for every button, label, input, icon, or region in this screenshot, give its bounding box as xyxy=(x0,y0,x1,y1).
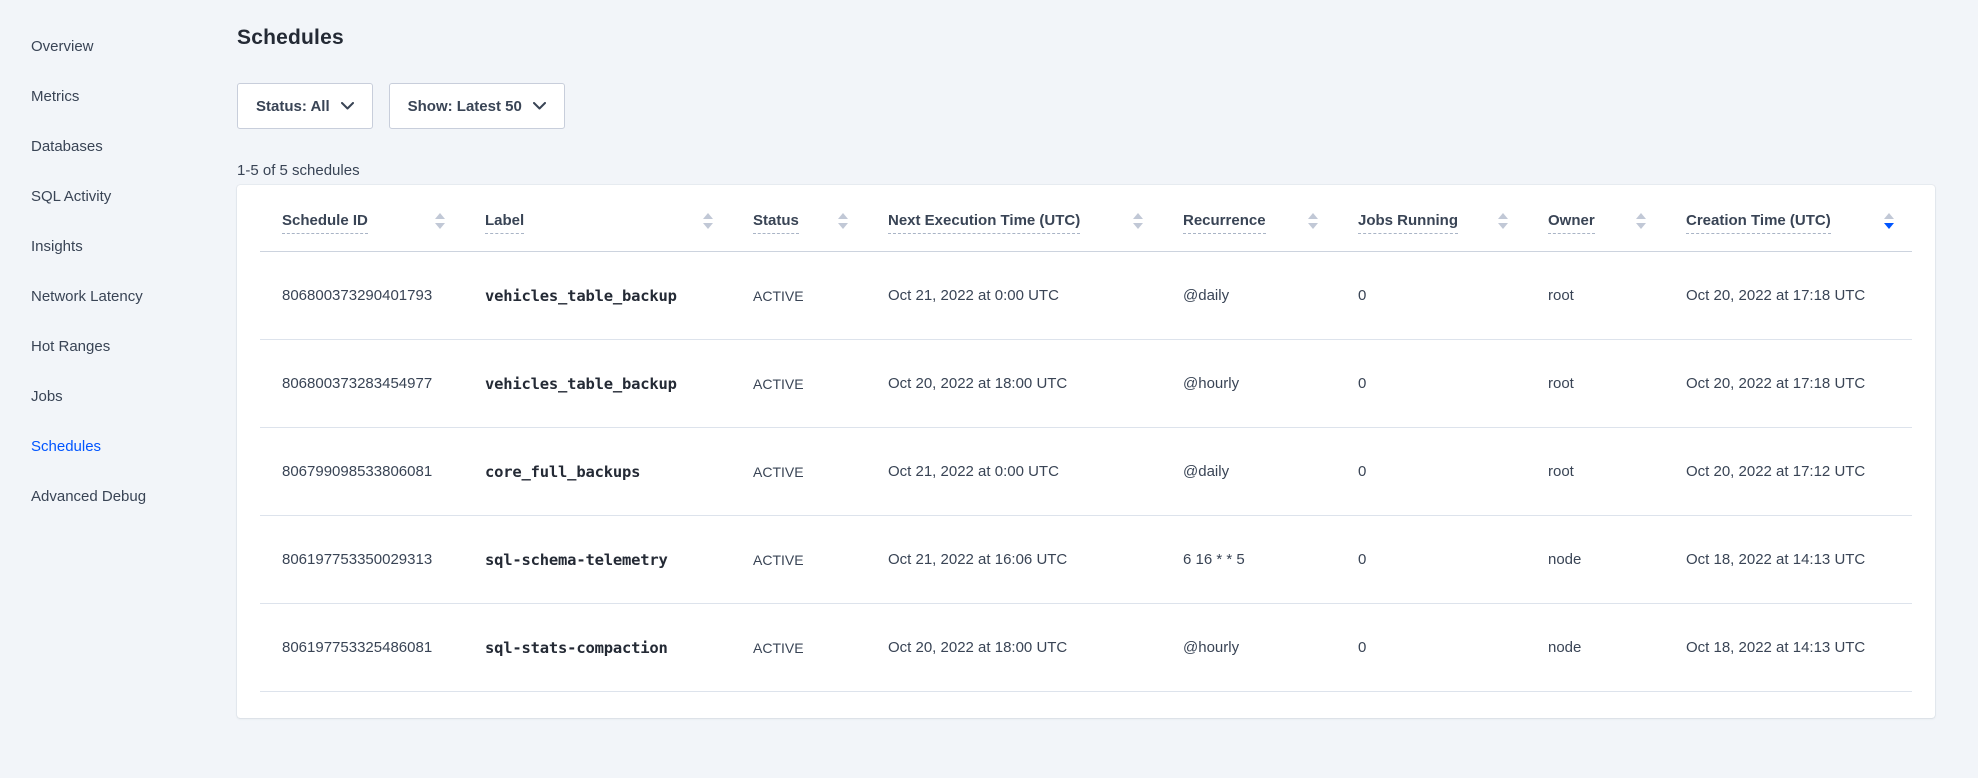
column-header-creation-time[interactable]: Creation Time (UTC) xyxy=(1664,195,1912,251)
sort-icon xyxy=(1308,213,1318,229)
column-header-recurrence[interactable]: Recurrence xyxy=(1161,195,1336,251)
sidebar-item-advanced-debug[interactable]: Advanced Debug xyxy=(31,487,147,505)
table-row: 806800373283454977 vehicles_table_backup… xyxy=(260,340,1912,428)
column-header-jobs-running[interactable]: Jobs Running xyxy=(1336,195,1526,251)
column-header-label: Schedule ID xyxy=(282,212,368,234)
cell-jobs-running: 0 xyxy=(1358,639,1367,656)
sort-icon xyxy=(1133,213,1143,229)
column-header-label: Label xyxy=(485,212,525,234)
cell-recurrence: @hourly xyxy=(1183,375,1240,392)
cell-jobs-running: 0 xyxy=(1358,287,1367,304)
cell-schedule-id: 806197753350029313 xyxy=(282,551,433,568)
cell-status: ACTIVE xyxy=(753,551,804,568)
column-header-schedule-id[interactable]: Schedule ID xyxy=(260,195,463,251)
status-filter-label: Status: All xyxy=(256,97,330,115)
column-header-label: Jobs Running xyxy=(1358,212,1458,234)
cell-creation-time: Oct 20, 2022 at 17:18 UTC xyxy=(1686,287,1866,304)
table-header-row: Schedule ID Label Status Next Execution … xyxy=(260,195,1912,252)
cell-creation-time: Oct 18, 2022 at 14:13 UTC xyxy=(1686,639,1866,656)
sidebar-item-network-latency[interactable]: Network Latency xyxy=(31,287,143,305)
filter-bar: Status: All Show: Latest 50 xyxy=(237,83,565,129)
sidebar: Overview Metrics Databases SQL Activity … xyxy=(31,21,211,521)
sort-icon xyxy=(435,213,445,229)
cell-creation-time: Oct 20, 2022 at 17:18 UTC xyxy=(1686,375,1866,392)
cell-jobs-running: 0 xyxy=(1358,551,1367,568)
table-row: 806799098533806081 core_full_backups ACT… xyxy=(260,428,1912,516)
sort-icon xyxy=(838,213,848,229)
sidebar-item-overview[interactable]: Overview xyxy=(31,37,94,55)
cell-status: ACTIVE xyxy=(753,463,804,480)
cell-next-execution-time: Oct 21, 2022 at 0:00 UTC xyxy=(888,287,1059,304)
cell-creation-time: Oct 18, 2022 at 14:13 UTC xyxy=(1686,551,1866,568)
cell-owner: node xyxy=(1548,639,1582,656)
cell-owner: root xyxy=(1548,463,1574,480)
cell-label: vehicles_table_backup xyxy=(485,286,677,305)
sidebar-item-insights[interactable]: Insights xyxy=(31,237,83,255)
column-header-next-execution-time[interactable]: Next Execution Time (UTC) xyxy=(866,195,1161,251)
cell-label: sql-stats-compaction xyxy=(485,638,668,657)
cell-recurrence: @hourly xyxy=(1183,639,1240,656)
sort-icon xyxy=(1636,213,1646,229)
cell-recurrence: @daily xyxy=(1183,287,1230,304)
sidebar-item-hot-ranges[interactable]: Hot Ranges xyxy=(31,337,111,355)
cell-label: core_full_backups xyxy=(485,462,641,481)
column-header-label: Next Execution Time (UTC) xyxy=(888,212,1081,234)
cell-label: sql-schema-telemetry xyxy=(485,550,668,569)
show-filter-dropdown[interactable]: Show: Latest 50 xyxy=(388,83,565,129)
cell-next-execution-time: Oct 20, 2022 at 18:00 UTC xyxy=(888,375,1068,392)
cell-status: ACTIVE xyxy=(753,287,804,304)
chevron-down-icon xyxy=(532,102,546,110)
show-filter-label: Show: Latest 50 xyxy=(407,97,522,115)
chevron-down-icon xyxy=(340,102,354,110)
cell-next-execution-time: Oct 20, 2022 at 18:00 UTC xyxy=(888,639,1068,656)
sort-icon xyxy=(703,213,713,229)
sort-icon xyxy=(1498,213,1508,229)
column-header-status[interactable]: Status xyxy=(731,195,866,251)
sidebar-item-metrics[interactable]: Metrics xyxy=(31,87,80,105)
cell-recurrence: @daily xyxy=(1183,463,1230,480)
cell-creation-time: Oct 20, 2022 at 17:12 UTC xyxy=(1686,463,1866,480)
cell-schedule-id: 806800373290401793 xyxy=(282,287,433,304)
sidebar-item-databases[interactable]: Databases xyxy=(31,137,103,155)
status-filter-dropdown[interactable]: Status: All xyxy=(237,83,373,129)
table-row: 806197753325486081 sql-stats-compaction … xyxy=(260,604,1912,692)
column-header-label: Creation Time (UTC) xyxy=(1686,212,1831,234)
column-header-label[interactable]: Label xyxy=(463,195,731,251)
cell-owner: root xyxy=(1548,287,1574,304)
sidebar-item-schedules[interactable]: Schedules xyxy=(31,437,102,455)
page-title: Schedules xyxy=(237,26,344,49)
cell-status: ACTIVE xyxy=(753,639,804,656)
cell-schedule-id: 806799098533806081 xyxy=(282,463,433,480)
sidebar-item-sql-activity[interactable]: SQL Activity xyxy=(31,187,112,205)
column-header-owner[interactable]: Owner xyxy=(1526,195,1664,251)
cell-status: ACTIVE xyxy=(753,375,804,392)
cell-recurrence: 6 16 * * 5 xyxy=(1183,551,1245,568)
results-count: 1-5 of 5 schedules xyxy=(237,162,360,179)
cell-next-execution-time: Oct 21, 2022 at 16:06 UTC xyxy=(888,551,1068,568)
sort-icon-descending-active xyxy=(1884,213,1894,229)
cell-jobs-running: 0 xyxy=(1358,375,1367,392)
cell-next-execution-time: Oct 21, 2022 at 0:00 UTC xyxy=(888,463,1059,480)
cell-owner: root xyxy=(1548,375,1574,392)
column-header-label: Status xyxy=(753,212,799,234)
cell-schedule-id: 806197753325486081 xyxy=(282,639,433,656)
column-header-label: Recurrence xyxy=(1183,212,1266,234)
column-header-label: Owner xyxy=(1548,212,1595,234)
cell-label: vehicles_table_backup xyxy=(485,374,677,393)
schedules-table-card: Schedule ID Label Status Next Execution … xyxy=(237,185,1935,718)
cell-owner: node xyxy=(1548,551,1582,568)
sidebar-item-jobs[interactable]: Jobs xyxy=(31,387,63,405)
cell-jobs-running: 0 xyxy=(1358,463,1367,480)
table-row: 806800373290401793 vehicles_table_backup… xyxy=(260,252,1912,340)
cell-schedule-id: 806800373283454977 xyxy=(282,375,433,392)
table-row: 806197753350029313 sql-schema-telemetry … xyxy=(260,516,1912,604)
